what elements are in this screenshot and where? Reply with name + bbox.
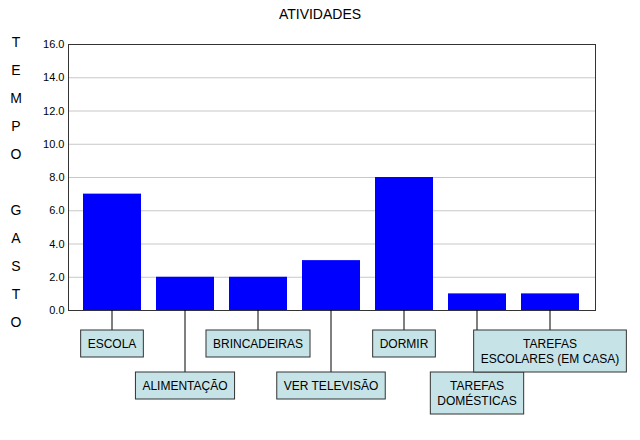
html-text:G: G (10, 202, 22, 218)
svg-text:8.0: 8.0 (49, 171, 64, 183)
svg-text:14.0: 14.0 (43, 71, 64, 83)
html-text:T: T (11, 286, 21, 302)
html-text:ATIVIDADES: ATIVIDADES (278, 6, 362, 22)
html-text:S: S (11, 258, 21, 274)
html-text:T: T (11, 34, 21, 50)
html-text:O: O (10, 146, 22, 162)
svg-text:2.0: 2.0 (49, 271, 64, 283)
svg-text:ESCOLA: ESCOLA (88, 337, 137, 351)
svg-text:6.0: 6.0 (49, 204, 64, 216)
svg-text:TAREFASESCOLARES (EM CASA): TAREFASESCOLARES (EM CASA) (481, 337, 620, 366)
html-text:O: O (10, 314, 22, 330)
svg-text:DORMIR: DORMIR (380, 337, 429, 351)
svg-text:BRINCADEIRAS: BRINCADEIRAS (213, 337, 303, 351)
svg-text:TAREFASDOMÉSTICAS: TAREFASDOMÉSTICAS (437, 379, 516, 408)
html-text:A: A (11, 230, 21, 246)
svg-text:VER TELEVISÃO: VER TELEVISÃO (284, 379, 378, 393)
svg-text:12.0: 12.0 (43, 105, 64, 117)
html-text:E: E (11, 62, 21, 78)
html-text:P: P (11, 118, 21, 134)
svg-text:0.0: 0.0 (49, 304, 64, 316)
html-text:M: M (10, 90, 22, 106)
svg-text:16.0: 16.0 (43, 38, 64, 50)
svg-text:10.0: 10.0 (43, 138, 64, 150)
svg-text:4.0: 4.0 (49, 238, 64, 250)
svg-text:ALIMENTAÇÃO: ALIMENTAÇÃO (142, 379, 227, 393)
